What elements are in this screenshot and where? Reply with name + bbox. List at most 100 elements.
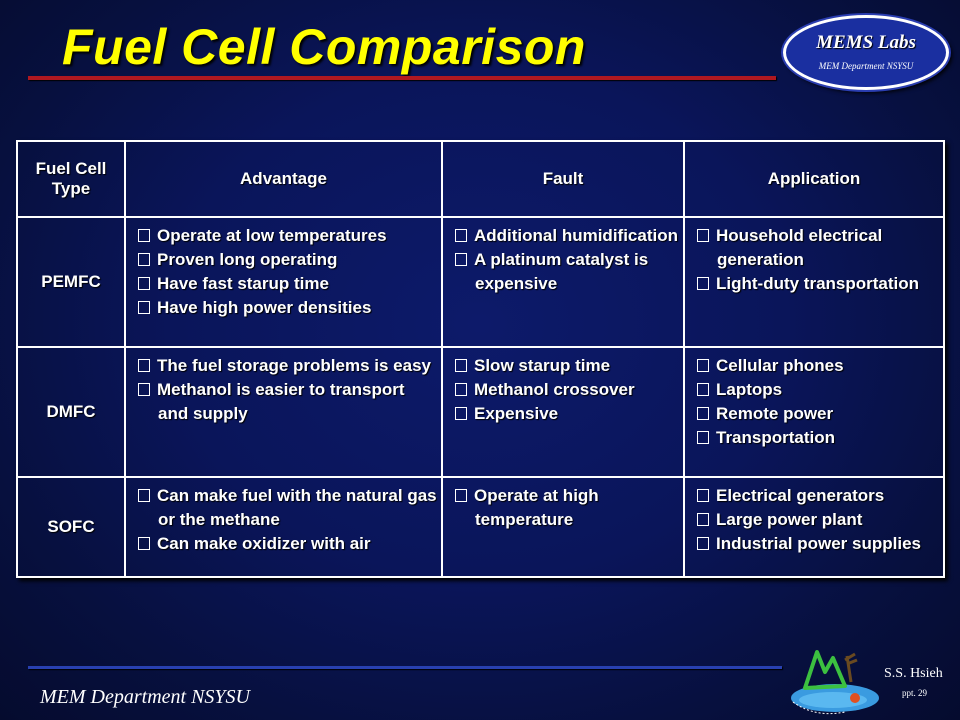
list-item: Large power plant (693, 508, 939, 532)
list-item: Proven long operating (134, 248, 437, 272)
mems-lab-emblem-icon (791, 650, 879, 715)
footer-department: MEM Department NSYSU (40, 686, 250, 708)
list-item: The fuel storage problems is easy (134, 354, 437, 378)
checkbox-bullet-icon (697, 513, 709, 526)
list-item: Expensive (451, 402, 679, 426)
list-item: Operate at low temperatures (134, 224, 437, 248)
list-item: Methanol is easier to transport and supp… (134, 378, 437, 426)
list-item: Have fast starup time (134, 272, 437, 296)
fault-cell: Slow starup time Methanol crossover Expens… (441, 346, 685, 478)
checkbox-bullet-icon (455, 489, 467, 502)
list-item-text: Remote power (716, 404, 834, 423)
list-item-text: Methanol is easier to transport and supp… (157, 380, 405, 423)
list-item: Slow starup time (451, 354, 679, 378)
checkbox-bullet-icon (697, 431, 709, 444)
list-item: A platinum catalyst is expensive (451, 248, 679, 296)
slide-number: ppt. 29 (902, 688, 928, 698)
checkbox-bullet-icon (138, 277, 150, 290)
checkbox-bullet-icon (455, 253, 467, 266)
advantage-cell: Can make fuel with the natural gas or th… (124, 476, 443, 578)
checkbox-bullet-icon (138, 229, 150, 242)
table-row: DMFC The fuel storage problems is easy Met… (16, 346, 945, 478)
checkbox-bullet-icon (455, 383, 467, 396)
list-item-text: Large power plant (716, 510, 863, 529)
list-item-text: Laptops (716, 380, 783, 399)
checkbox-bullet-icon (138, 537, 150, 550)
advantage-cell: Operate at low temperatures Proven long o… (124, 216, 443, 348)
mems-labs-logo: MEMS Labs MEM Department NSYSU (783, 15, 949, 90)
list-item-text: A platinum catalyst is expensive (474, 250, 649, 293)
checkbox-bullet-icon (697, 229, 709, 242)
list-item: Laptops (693, 378, 939, 402)
list-item-text: Can make fuel with the natural gas or th… (157, 486, 437, 529)
list-item-text: Additional humidification (474, 226, 678, 245)
fuel-cell-type-cell: SOFC (16, 476, 126, 578)
checkbox-bullet-icon (697, 489, 709, 502)
list-item: Can make oxidizer with air (134, 532, 437, 556)
list-item-text: Electrical generators (716, 486, 885, 505)
checkbox-bullet-icon (455, 407, 467, 420)
title-underline (28, 76, 776, 80)
list-item: Have high power densities (134, 296, 437, 320)
checkbox-bullet-icon (138, 301, 150, 314)
list-item-text: Have high power densities (157, 298, 372, 317)
list-item-text: Operate at low temperatures (157, 226, 387, 245)
fault-cell: Operate at high temperature (441, 476, 685, 578)
list-item: Transportation (693, 426, 939, 450)
fault-cell: Additional humidification A platinum cata… (441, 216, 685, 348)
list-item-text: Transportation (716, 428, 836, 447)
checkbox-bullet-icon (138, 383, 150, 396)
application-cell: Household electrical generation Light-dut… (683, 216, 945, 348)
list-item: Industrial power supplies (693, 532, 939, 556)
checkbox-bullet-icon (697, 277, 709, 290)
comparison-table: Fuel Cell Type Advantage Fault Applicati… (16, 140, 945, 578)
checkbox-bullet-icon (697, 359, 709, 372)
checkbox-bullet-icon (138, 253, 150, 266)
logo-sub-text: MEM Department NSYSU (818, 61, 914, 71)
list-item-text: Slow starup time (474, 356, 611, 375)
list-item-text: The fuel storage problems is easy (157, 356, 431, 375)
header-fuel-cell-type: Fuel Cell Type (16, 140, 126, 218)
list-item: Additional humidification (451, 224, 679, 248)
header-application: Application (683, 140, 945, 218)
header-fault: Fault (441, 140, 685, 218)
slide-title: Fuel Cell Comparison (62, 19, 586, 75)
list-item: Cellular phones (693, 354, 939, 378)
checkbox-bullet-icon (138, 489, 150, 502)
fuel-cell-type-cell: PEMFC (16, 216, 126, 348)
list-item: Operate at high temperature (451, 484, 679, 532)
checkbox-bullet-icon (697, 537, 709, 550)
application-cell: Cellular phones Laptops Remote power Transp… (683, 346, 945, 478)
list-item: Can make fuel with the natural gas or th… (134, 484, 437, 532)
list-item-text: Can make oxidizer with air (157, 534, 371, 553)
list-item: Electrical generators (693, 484, 939, 508)
list-item: Light-duty transportation (693, 272, 939, 296)
application-cell: Electrical generators Large power plant In… (683, 476, 945, 578)
checkbox-bullet-icon (455, 359, 467, 372)
list-item-text: Expensive (474, 404, 559, 423)
list-item: Methanol crossover (451, 378, 679, 402)
list-item-text: Have fast starup time (157, 274, 329, 293)
table-header-row: Fuel Cell Type Advantage Fault Applicati… (16, 140, 945, 218)
list-item-text: Methanol crossover (474, 380, 635, 399)
list-item-text: Operate at high temperature (474, 486, 599, 529)
list-item-text: Proven long operating (157, 250, 338, 269)
table-row: PEMFC Operate at low temperatures Proven l… (16, 216, 945, 348)
list-item-text: Industrial power supplies (716, 534, 921, 553)
list-item: Household electrical generation (693, 224, 939, 272)
header-advantage: Advantage (124, 140, 443, 218)
list-item-text: Household electrical generation (716, 226, 883, 269)
author-name: S.S. Hsieh (884, 666, 943, 681)
footer-rule (28, 666, 782, 669)
advantage-cell: The fuel storage problems is easy Methano… (124, 346, 443, 478)
checkbox-bullet-icon (697, 383, 709, 396)
checkbox-bullet-icon (138, 359, 150, 372)
list-item-text: Cellular phones (716, 356, 844, 375)
list-item: Remote power (693, 402, 939, 426)
header-label: Fuel Cell Type (35, 159, 107, 198)
fuel-cell-type-cell: DMFC (16, 346, 126, 478)
list-item-text: Light-duty transportation (716, 274, 920, 293)
logo-main-text: MEMS Labs (816, 32, 916, 53)
table-row: SOFC Can make fuel with the natural gas o… (16, 476, 945, 578)
checkbox-bullet-icon (455, 229, 467, 242)
